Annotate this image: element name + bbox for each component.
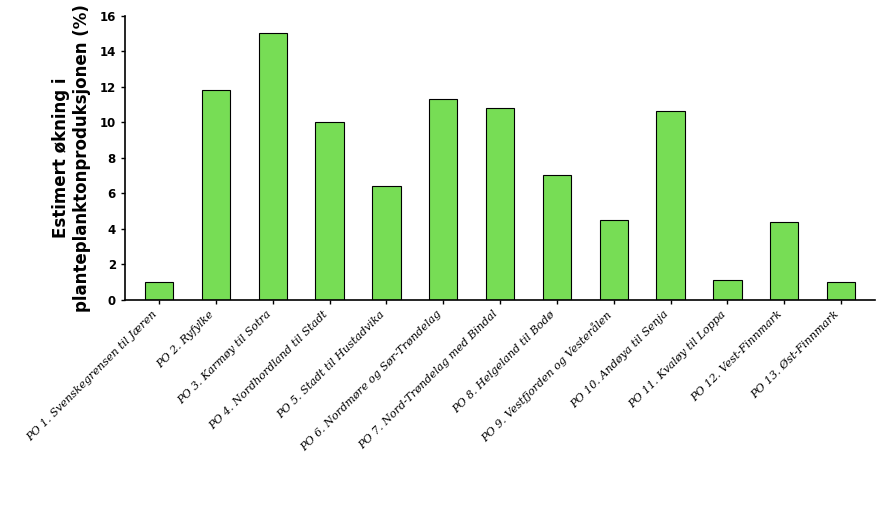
Bar: [372, 186, 401, 300]
Bar: [827, 282, 855, 300]
Bar: [259, 33, 287, 300]
Bar: [315, 122, 344, 300]
Bar: [202, 90, 230, 300]
Bar: [656, 112, 685, 300]
Y-axis label: Estimert økning i
planteplanktonproduksjonen (%): Estimert økning i planteplanktonproduksj…: [53, 4, 91, 312]
Bar: [145, 282, 173, 300]
Bar: [599, 220, 628, 300]
Bar: [770, 222, 798, 300]
Bar: [429, 99, 457, 300]
Bar: [543, 175, 572, 300]
Bar: [714, 280, 741, 300]
Bar: [486, 108, 514, 300]
